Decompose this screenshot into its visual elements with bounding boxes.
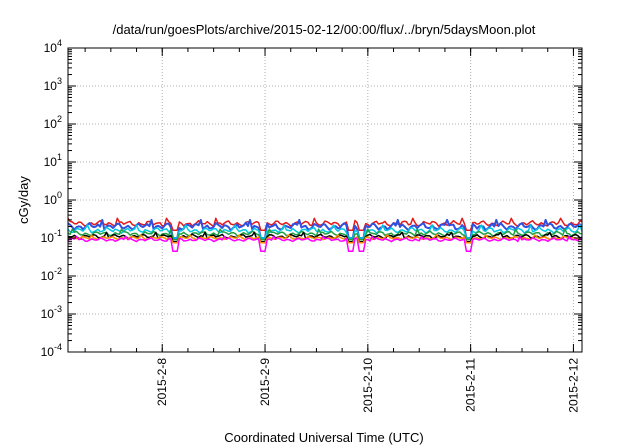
plot-frame bbox=[67, 47, 583, 353]
x-tick-label: 2015-2-8 bbox=[155, 358, 169, 406]
x-tick-label: 2015-2-9 bbox=[258, 358, 272, 406]
series-line-1 bbox=[67, 217, 583, 231]
x-tick-label: 2015-2-10 bbox=[361, 358, 375, 413]
y-tick-label: 104 bbox=[44, 38, 62, 55]
grid bbox=[68, 48, 582, 352]
x-tick-label: 2015-2-12 bbox=[566, 358, 580, 413]
y-tick-label: 102 bbox=[44, 114, 62, 131]
series-line-3 bbox=[67, 224, 583, 239]
series-line-7 bbox=[67, 235, 583, 252]
y-tick-label: 101 bbox=[44, 152, 62, 169]
y-tick-label: 100 bbox=[44, 190, 62, 207]
x-axis-label: Coordinated Universal Time (UTC) bbox=[224, 430, 423, 445]
y-tick-label: 10-4 bbox=[41, 342, 62, 359]
ticks bbox=[68, 47, 582, 353]
x-tick-labels: 2015-2-8 2015-2-9 2015-2-10 2015-2-11 2015-2… bbox=[155, 358, 580, 413]
x-tick-label: 2015-2-11 bbox=[464, 358, 478, 412]
series-group bbox=[67, 217, 583, 252]
y-tick-labels: 10-4 10-3 10-2 10-1 100 101 102 103 104 bbox=[41, 38, 62, 359]
y-tick-label: 103 bbox=[44, 76, 62, 93]
y-tick-label: 10-2 bbox=[41, 266, 62, 283]
y-tick-label: 10-1 bbox=[41, 228, 62, 245]
series-line-5 bbox=[67, 231, 583, 243]
chart-title: /data/run/goesPlots/archive/2015-02-12/0… bbox=[113, 22, 536, 37]
y-tick-label: 10-3 bbox=[41, 304, 62, 321]
series-line-4 bbox=[67, 228, 583, 241]
y-axis-label: cGy/day bbox=[16, 176, 31, 224]
